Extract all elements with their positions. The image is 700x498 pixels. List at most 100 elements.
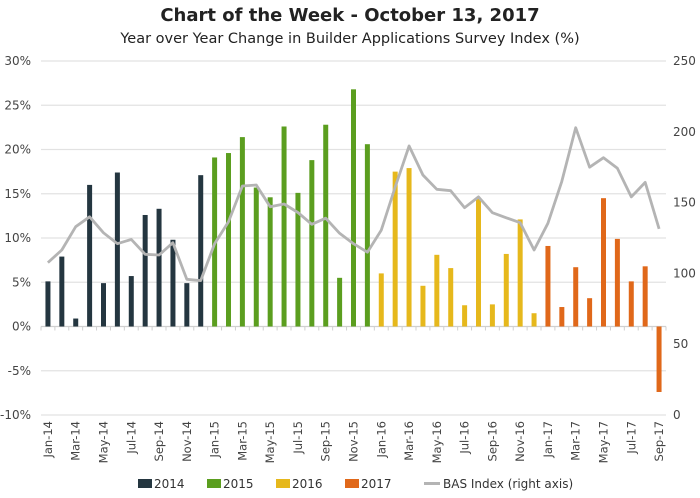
- bar-2015-Feb-15: [226, 153, 231, 327]
- bar-2017-May-17: [601, 198, 606, 327]
- left-tick-label: 0%: [12, 320, 31, 334]
- right-axis: 250 200 150 100 50 0: [673, 54, 696, 422]
- bar-2017-Aug-17: [642, 266, 648, 327]
- x-tick-label: Nov-14: [180, 421, 194, 462]
- bar-2015-Jun-15: [281, 126, 287, 327]
- x-tick-label: May-15: [263, 421, 277, 463]
- bar-2017-Apr-17: [587, 298, 593, 327]
- bar-2016-Sep-16: [489, 304, 495, 327]
- legend-swatch-2017: [345, 479, 359, 488]
- x-tick-label: Jan-16: [374, 421, 388, 459]
- left-tick-label: 15%: [4, 187, 31, 201]
- x-tick-label: May-14: [97, 421, 111, 463]
- bar-2016-Dec-16: [531, 313, 537, 327]
- bar-2014-Apr-14: [87, 184, 93, 327]
- bar-2016-Oct-16: [503, 253, 509, 327]
- legend-label-2014: 2014: [154, 477, 185, 491]
- chart-subtitle: Year over Year Change in Builder Applica…: [119, 31, 579, 47]
- bar-2015-Nov-15: [351, 89, 356, 327]
- legend-swatch-2016: [276, 479, 290, 488]
- bar-2015-Sep-15: [323, 124, 329, 327]
- right-tick-label: 150: [673, 196, 696, 210]
- left-tick-label: -5%: [8, 364, 31, 378]
- bar-2014-Jul-14: [128, 276, 134, 327]
- bar-2016-May-16: [434, 254, 440, 327]
- x-tick-label: Jul-17: [624, 421, 638, 455]
- bar-2017-Feb-17: [559, 307, 565, 327]
- bas-index-line-group: [46, 126, 661, 283]
- left-axis: 30% 25% 20% 15% 10% 5% 0% -5% -10%: [0, 54, 31, 422]
- chart-title: Chart of the Week - October 13, 2017: [160, 5, 539, 26]
- x-tick-label: Jan-15: [208, 421, 222, 459]
- x-axis: Jan-14 Mar-14 May-14 Jul-14 Sep-14 Nov-14 Jan-…: [41, 421, 666, 463]
- x-tick-label: Sep-16: [485, 421, 499, 461]
- right-tick-label: 0: [673, 408, 681, 422]
- bar-2015-May-15: [267, 197, 273, 327]
- bar-2016-Apr-16: [420, 285, 426, 327]
- left-tick-label: 25%: [4, 98, 31, 112]
- bar-2015-Oct-15: [337, 277, 343, 327]
- bar-2014-Jan-14: [45, 281, 51, 327]
- bar-2014-Mar-14: [73, 318, 79, 327]
- bar-2017-Jun-17: [614, 238, 620, 327]
- bar-2015-Dec-15: [364, 144, 370, 327]
- bar-2014-Nov-14: [184, 283, 190, 327]
- x-tick-label: May-17: [597, 421, 611, 463]
- x-tick-label: Sep-14: [152, 421, 166, 461]
- left-tick-label: -10%: [0, 408, 31, 422]
- bar-2016-Nov-16: [517, 219, 523, 327]
- bar-2016-Feb-16: [392, 171, 398, 327]
- x-tick-label: Sep-15: [319, 421, 333, 461]
- left-tick-label: 10%: [4, 231, 31, 245]
- x-tick-label: Nov-16: [513, 421, 527, 462]
- legend-swatch-2015: [207, 479, 221, 488]
- x-tick-label: Nov-15: [347, 421, 361, 462]
- bar-2016-Mar-16: [406, 168, 412, 327]
- bars: [45, 89, 662, 392]
- bar-2014-Aug-14: [142, 214, 148, 327]
- legend-swatch-2014: [138, 479, 152, 488]
- x-tick-label: Jul-14: [124, 421, 138, 455]
- x-tick-label: Sep-17: [652, 421, 666, 461]
- bar-2017-Sep-17: [656, 326, 662, 392]
- right-tick-label: 250: [673, 54, 696, 68]
- x-tick-label: Mar-15: [235, 421, 249, 461]
- bar-2015-Mar-15: [239, 137, 245, 327]
- bar-2014-Sep-14: [156, 208, 162, 327]
- bar-2014-May-14: [101, 283, 106, 327]
- x-tick-label: Jan-14: [41, 421, 55, 459]
- bar-2015-Apr-15: [253, 187, 259, 327]
- right-tick-label: 100: [673, 266, 696, 280]
- bar-2016-Jun-16: [448, 268, 454, 327]
- x-tick-label: Jan-17: [541, 421, 555, 459]
- legend-label-2017: 2017: [361, 477, 392, 491]
- bas-index-line: [46, 126, 661, 283]
- x-tick-label: May-16: [430, 421, 444, 463]
- right-tick-label: 50: [673, 337, 688, 351]
- bar-2017-Jul-17: [628, 281, 634, 327]
- bar-2016-Jul-16: [462, 305, 468, 327]
- right-tick-label: 200: [673, 125, 696, 139]
- bar-2014-Jun-14: [114, 172, 120, 327]
- bar-2017-Mar-17: [573, 267, 579, 327]
- bar-2014-Dec-14: [198, 175, 204, 327]
- x-tick-label: Mar-14: [69, 421, 83, 461]
- x-tick-label: Jul-15: [291, 421, 305, 455]
- legend-label-2016: 2016: [292, 477, 323, 491]
- bar-2014-Feb-14: [59, 256, 65, 327]
- bar-2014-Oct-14: [170, 239, 176, 327]
- x-tick-label: Jul-16: [458, 421, 472, 455]
- bar-2017-Jan-17: [545, 245, 551, 327]
- left-tick-label: 20%: [4, 143, 31, 157]
- bar-2015-Aug-15: [309, 160, 315, 327]
- legend: 2014 2015 2016 2017 BAS Index (right axis): [138, 477, 573, 491]
- legend-label-2015: 2015: [223, 477, 254, 491]
- x-tick-label: Mar-17: [569, 421, 583, 461]
- bar-2015-Jul-15: [295, 192, 301, 327]
- left-tick-label: 5%: [12, 275, 31, 289]
- left-tick-label: 30%: [4, 54, 31, 68]
- x-tick-label: Mar-16: [402, 421, 416, 461]
- legend-label-bas-index: BAS Index (right axis): [443, 477, 573, 491]
- bar-2016-Aug-16: [476, 198, 481, 327]
